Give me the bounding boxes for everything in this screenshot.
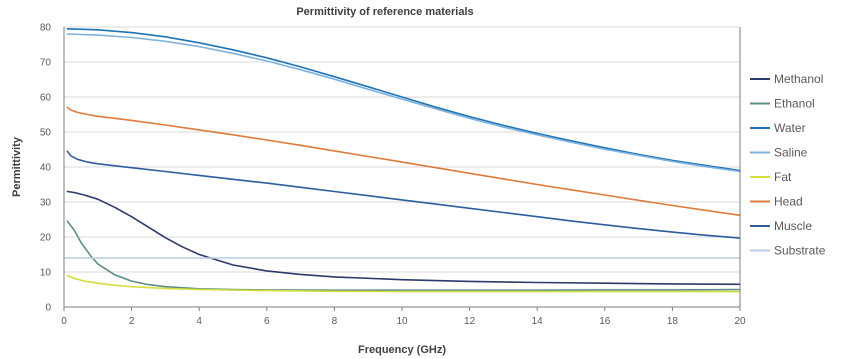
- x-tick-label: 10: [396, 316, 408, 327]
- x-tick-label: 16: [599, 316, 611, 327]
- legend-label-water: Water: [774, 121, 806, 135]
- gridlines: [64, 26, 740, 273]
- x-tick-label: 8: [332, 316, 338, 327]
- y-tick-label: 40: [40, 163, 52, 174]
- legend-label-substrate: Substrate: [774, 244, 826, 258]
- series-line-saline: [66, 33, 741, 173]
- legend-label-muscle: Muscle: [774, 219, 812, 233]
- y-tick-label: 30: [40, 198, 52, 209]
- x-tick-label: 12: [464, 316, 476, 327]
- y-axis-title: Permittivity: [11, 136, 23, 197]
- x-tick-label: 2: [129, 316, 135, 327]
- y-tick-label: 60: [40, 93, 52, 104]
- y-tick-label: 0: [45, 303, 51, 314]
- legend-label-ethanol: Ethanol: [774, 97, 815, 111]
- x-tick-label: 6: [264, 316, 270, 327]
- axes: 0 10 20 30 40 50 60 70 80 0 2 4 6 8 10 12 14 16 18 20: [40, 23, 746, 328]
- y-tick-label: 20: [40, 233, 52, 244]
- y-tick-label: 80: [40, 23, 52, 34]
- x-axis-title: Frequency (GHz): [358, 344, 446, 356]
- y-tick-label: 10: [40, 268, 52, 279]
- x-tick-label: 20: [734, 316, 746, 327]
- x-tick-label: 14: [532, 316, 544, 327]
- legend-label-saline: Saline: [774, 146, 808, 160]
- x-tick-label: 0: [61, 316, 67, 327]
- series-line-muscle: [66, 150, 741, 239]
- series-line-head: [66, 106, 741, 217]
- y-tick-label: 70: [40, 58, 52, 69]
- legend: Methanol Ethanol Water Saline Fat Head Muscle S…: [750, 72, 826, 258]
- x-tick-label: 4: [196, 316, 202, 327]
- series-line-fat: [66, 274, 741, 293]
- series-line-water: [66, 27, 741, 172]
- y-tick-label: 50: [40, 128, 52, 139]
- legend-label-head: Head: [774, 195, 803, 209]
- series-line-methanol: [66, 190, 741, 286]
- x-tick-label: 18: [667, 316, 679, 327]
- series-lines: [63, 27, 741, 293]
- chart-title: Permittivity of reference materials: [296, 6, 473, 18]
- legend-label-fat: Fat: [774, 170, 792, 184]
- legend-label-methanol: Methanol: [774, 72, 823, 86]
